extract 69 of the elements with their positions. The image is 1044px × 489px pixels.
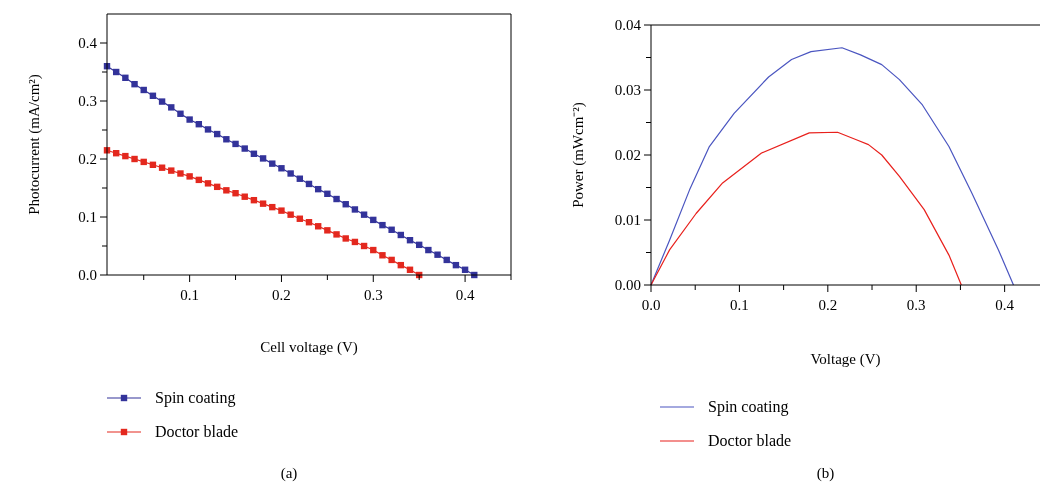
x-tick-label: 0.2 [272,287,291,303]
point [168,167,175,174]
point [223,187,230,194]
y-tick-label: 0.02 [614,147,641,163]
legend-label: Spin coating [708,398,789,416]
x-tick-label: 0.2 [818,297,838,313]
point [333,195,340,203]
x-tick-label: 0.0 [641,297,661,313]
x-tick-label: 0.4 [455,287,475,303]
point [324,227,331,234]
point [278,207,285,214]
point [342,235,349,242]
y-axis-title: Power (mWcm⁻²) [570,102,587,208]
point [122,152,129,160]
point [333,231,340,238]
line-series [650,47,1015,286]
point [388,256,395,264]
x-axis-title: Cell voltage (V) [260,339,358,356]
y-tick-label: 0.3 [78,93,97,109]
y-tick-label: 0.4 [78,35,98,51]
x-tick-label: 0.1 [180,287,200,303]
point [186,173,193,180]
legend-label: Doctor blade [708,432,792,449]
legend-label: Spin coating [155,389,236,407]
point [434,251,441,258]
point [186,116,193,123]
point [324,190,331,197]
point [351,206,359,213]
y-tick-label: 0.00 [614,277,641,293]
point [177,110,184,117]
point [259,200,267,207]
x-tick-label: 0.4 [995,297,1015,313]
point [232,190,239,197]
y-tick-label: 0.1 [78,209,97,225]
x-tick-label: 0.3 [906,297,926,313]
point [232,140,239,148]
y-tick-label: 0.0 [78,267,97,283]
x-tick-label: 0.3 [363,287,383,303]
point [241,145,248,152]
point [204,180,212,187]
point [168,104,175,111]
point [269,160,276,167]
y-tick-label: 0.04 [614,17,642,33]
x-axis-title: Voltage (V) [810,351,881,368]
point [287,170,294,177]
x-tick-label: 0.1 [730,297,749,313]
point [379,252,386,259]
point [223,136,230,143]
point [259,155,267,162]
point [131,155,138,163]
point [425,246,432,254]
point [158,98,166,105]
y-tick-label: 0.01 [614,212,641,228]
point [131,80,138,88]
point [177,170,184,177]
line-series [650,131,962,286]
point [287,211,294,218]
text: (a) [280,465,298,482]
y-tick-label: 0.2 [78,151,97,167]
point [379,221,386,229]
point [204,126,212,133]
point [388,226,395,233]
text: (b) [816,465,835,482]
point [278,165,285,172]
y-axis-title: Photocurrent (mA/cm²) [26,74,43,215]
point [122,74,129,81]
legend-label: Doctor blade [155,423,239,440]
y-tick-label: 0.03 [614,82,641,98]
point [360,211,368,218]
